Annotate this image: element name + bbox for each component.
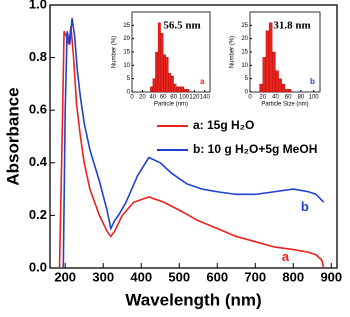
x-tick-label: 400	[130, 269, 152, 284]
x-tick-label: 800	[282, 269, 304, 284]
legend-label: a: 15g H₂O	[193, 118, 254, 132]
x-tick-label: 140	[200, 95, 211, 101]
y-tick-label: 10	[241, 63, 248, 69]
y-tick-label: 15	[241, 50, 248, 56]
y-tick-label: 1.0	[29, 0, 47, 11]
x-tick-label: 40	[272, 95, 279, 101]
bar	[268, 22, 273, 93]
x-tick-label: 80	[170, 95, 177, 101]
y-tick-label: 20	[123, 36, 130, 42]
y-tick-label: 0.4	[29, 154, 48, 169]
x-tick-label: 100	[309, 95, 320, 101]
y-tick-label: 10	[123, 63, 130, 69]
bar	[150, 86, 153, 93]
inset-tag: a	[200, 77, 205, 86]
y-tick-label: 0	[245, 90, 249, 96]
bar	[181, 86, 185, 93]
annotation: 31.8 nm	[273, 20, 310, 32]
x-axis-label: Wavelength (nm)	[125, 290, 261, 309]
x-tick-label: 500	[168, 269, 190, 284]
bar	[168, 73, 172, 93]
x-tick-label: 20	[259, 95, 266, 101]
x-axis-label: Particle Size (nm)	[261, 102, 308, 108]
x-tick-label: 0	[130, 95, 134, 101]
bar	[155, 51, 159, 93]
bar	[284, 89, 289, 93]
x-tick-label: 700	[244, 269, 266, 284]
bar	[272, 51, 276, 93]
axes-frame	[49, 4, 338, 269]
bar	[275, 70, 279, 93]
x-tick-label: 600	[206, 269, 228, 284]
bar	[170, 75, 174, 93]
y-tick-label: 0	[127, 90, 131, 96]
bar	[281, 83, 286, 93]
y-tick-label: 0.0	[29, 259, 47, 274]
y-tick-label: 25	[123, 23, 130, 29]
series-tag: b	[301, 199, 309, 214]
line	[62, 18, 325, 269]
bar	[259, 83, 263, 93]
bar	[265, 30, 270, 93]
y-tick-label: 0.6	[29, 102, 47, 117]
x-tick-label: 300	[92, 269, 114, 284]
bar	[183, 89, 187, 93]
x-axis-label: Particle (nm)	[154, 102, 188, 108]
y-axis-label: Number (%)	[112, 36, 118, 68]
bar	[152, 78, 156, 93]
bar	[173, 83, 177, 93]
x-tick-label: 0	[248, 95, 252, 101]
x-tick-label: 80	[298, 95, 305, 101]
x-tick-label: 20	[139, 95, 146, 101]
y-tick-label: 0.2	[29, 207, 47, 222]
y-tick-label: 5	[127, 76, 131, 82]
x-tick-label: 40	[149, 95, 156, 101]
x-tick-label: 100	[179, 95, 190, 101]
annotation: 56.5 nm	[163, 20, 200, 32]
x-tick-label: 900	[320, 269, 342, 284]
bar	[288, 89, 292, 93]
y-axis-label: Absorbance	[3, 87, 22, 185]
bar	[160, 33, 164, 93]
y-tick-label: 15	[123, 50, 130, 56]
x-tick-label: 60	[160, 95, 167, 101]
bar	[165, 57, 169, 93]
series-tag: a	[282, 249, 290, 264]
bar	[176, 86, 179, 93]
y-tick-label: 20	[241, 36, 248, 42]
x-tick-label: 200	[54, 269, 76, 284]
bar	[186, 89, 190, 93]
y-tick-label: 0.8	[29, 49, 47, 64]
bar	[178, 86, 182, 93]
y-tick-label: 5	[245, 76, 249, 82]
x-tick-label: 120	[189, 95, 200, 101]
legend-label: b: 10 g H₂O+5g MeOH	[193, 142, 317, 156]
bar	[163, 54, 166, 93]
bar	[278, 78, 282, 93]
x-tick-label: 60	[285, 95, 292, 101]
inset-tag: b	[310, 77, 315, 86]
y-tick-label: 25	[241, 23, 248, 29]
bar	[262, 57, 267, 93]
y-axis-label: Number (%)	[230, 36, 236, 68]
bar	[157, 22, 161, 93]
